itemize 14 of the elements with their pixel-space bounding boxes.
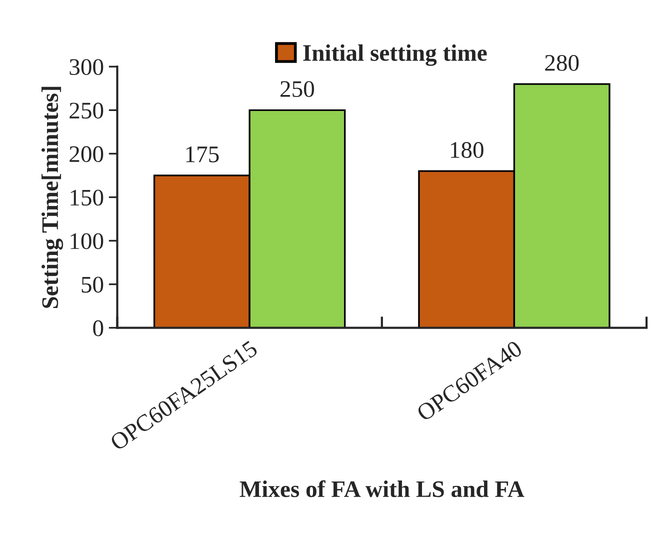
- y-tick-label: 200: [70, 146, 104, 162]
- data-label: 250: [280, 81, 314, 98]
- y-tick-label: 0: [93, 320, 104, 336]
- y-tick-label: 250: [70, 102, 104, 119]
- data-label: 280: [545, 54, 579, 71]
- y-tick-label: 150: [70, 190, 104, 206]
- y-tick-label: 300: [70, 59, 104, 76]
- data-label: 175: [186, 146, 219, 162]
- y-tick-label: 50: [82, 276, 104, 293]
- x-axis-title: Mixes of FA with LS and FA: [240, 480, 524, 498]
- legend-label: Initial setting time: [303, 44, 487, 66]
- y-tick-label: 100: [70, 233, 104, 250]
- y-axis-title: Setting Time[minutes]: [41, 86, 64, 308]
- data-label: 180: [450, 142, 484, 158]
